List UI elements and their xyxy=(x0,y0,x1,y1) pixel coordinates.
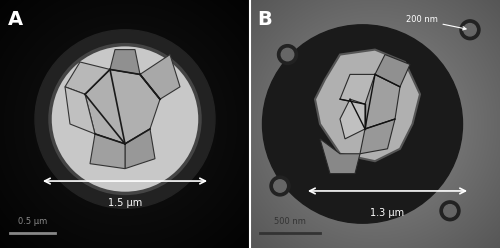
Circle shape xyxy=(464,24,476,36)
Text: A: A xyxy=(8,10,22,29)
Circle shape xyxy=(35,30,215,208)
Circle shape xyxy=(281,48,294,61)
Text: 0.5 μm: 0.5 μm xyxy=(18,217,47,226)
Text: B: B xyxy=(258,10,272,29)
Polygon shape xyxy=(315,50,420,161)
Polygon shape xyxy=(140,55,180,99)
Text: 200 nm: 200 nm xyxy=(406,15,466,30)
Text: 500 nm: 500 nm xyxy=(274,217,306,226)
Polygon shape xyxy=(90,134,125,169)
Circle shape xyxy=(270,176,290,196)
Polygon shape xyxy=(125,129,155,169)
Circle shape xyxy=(278,45,297,64)
Polygon shape xyxy=(340,74,375,104)
Text: 1.5 μm: 1.5 μm xyxy=(108,198,142,208)
Polygon shape xyxy=(340,99,365,139)
Polygon shape xyxy=(110,50,140,74)
Text: 1.3 μm: 1.3 μm xyxy=(370,208,404,218)
Circle shape xyxy=(274,180,286,192)
Polygon shape xyxy=(65,87,95,134)
Circle shape xyxy=(50,45,200,193)
Polygon shape xyxy=(360,119,395,154)
Polygon shape xyxy=(85,69,160,144)
Circle shape xyxy=(444,205,456,217)
Circle shape xyxy=(440,201,460,221)
Polygon shape xyxy=(375,55,410,87)
Polygon shape xyxy=(350,74,400,129)
Polygon shape xyxy=(320,139,360,174)
Polygon shape xyxy=(65,62,110,94)
Circle shape xyxy=(262,25,462,223)
Circle shape xyxy=(460,20,480,40)
